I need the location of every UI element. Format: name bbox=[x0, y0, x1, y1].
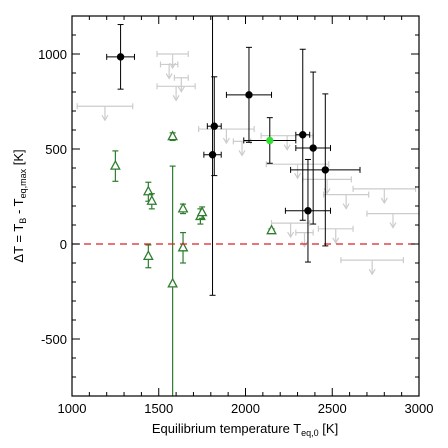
plot-frame bbox=[71, 15, 420, 397]
triangle-point bbox=[266, 224, 277, 235]
x-tick-label: 2000 bbox=[231, 401, 260, 416]
triangle-marker bbox=[167, 277, 179, 288]
point-marker bbox=[309, 144, 317, 152]
highlight-point bbox=[243, 117, 297, 164]
triangle-marker bbox=[146, 194, 158, 205]
upper-limit-arrow-head bbox=[389, 222, 397, 229]
upper-limit-arrow-head bbox=[294, 172, 302, 180]
upper-limit-arrow-head bbox=[287, 231, 295, 239]
y-axis-label: ΔT = TB - Teq,max [K] bbox=[11, 149, 28, 262]
point-marker bbox=[208, 150, 217, 159]
x-tick-label: 1000 bbox=[58, 401, 87, 416]
point-marker bbox=[321, 166, 330, 174]
point-marker bbox=[245, 91, 253, 99]
detection-point bbox=[295, 48, 311, 221]
upper-limit-point bbox=[270, 220, 311, 239]
detection-point bbox=[225, 46, 273, 143]
detection-point bbox=[206, 76, 222, 177]
upper-limit-point bbox=[159, 61, 179, 80]
point-marker bbox=[116, 53, 125, 61]
y-tick-label: 1000 bbox=[38, 47, 67, 62]
upper-limit-point bbox=[340, 257, 404, 276]
upper-limit-series bbox=[76, 51, 420, 276]
upper-limit-arrow-head bbox=[172, 94, 180, 102]
upper-limit-arrow-head bbox=[283, 144, 291, 151]
upper-limit-point bbox=[156, 51, 189, 70]
upper-limit-point bbox=[232, 138, 252, 157]
triangle-point bbox=[167, 130, 179, 142]
y-tick-label: 500 bbox=[45, 142, 67, 157]
triangle-marker bbox=[109, 159, 121, 170]
upper-limit-point bbox=[317, 225, 354, 244]
triangle-marker bbox=[167, 130, 179, 141]
y-axis-label-sub2: eq,max bbox=[18, 168, 28, 198]
plot-border bbox=[71, 15, 420, 397]
upper-limit-arrow-head bbox=[300, 241, 309, 248]
upper-limit-point bbox=[198, 126, 255, 145]
x-tick-label: 1500 bbox=[144, 401, 173, 416]
y-axis-label-sub1: B bbox=[18, 218, 28, 224]
triangle-marker bbox=[196, 206, 208, 217]
upper-limit-point bbox=[76, 103, 134, 122]
triangle-point bbox=[146, 193, 158, 210]
x-axis-label-unit: [K] bbox=[319, 421, 339, 436]
detection-point bbox=[106, 24, 135, 90]
triangle-point bbox=[196, 206, 208, 219]
detection-point bbox=[284, 158, 332, 263]
triangle-marker bbox=[266, 224, 277, 235]
y-axis-label-unit: [K] bbox=[11, 149, 26, 169]
upper-limit-arrow-head bbox=[222, 137, 230, 145]
point-marker bbox=[304, 207, 312, 215]
upper-limit-arrow-head bbox=[332, 237, 340, 244]
x-tick-label: 2500 bbox=[318, 401, 347, 416]
x-axis-label-main: Equilibrium temperature T bbox=[152, 421, 301, 436]
triangle-point bbox=[167, 165, 179, 396]
upper-limit-arrow-head bbox=[177, 86, 185, 93]
triangle-point bbox=[109, 150, 121, 182]
upper-limit-point bbox=[322, 191, 370, 210]
upper-limit-arrow-head bbox=[342, 203, 350, 210]
axis-ticks: 1000 1500 2000 2500 3000 -500 0 500 1000 bbox=[38, 15, 434, 416]
detection-point bbox=[203, 15, 222, 296]
upper-limit-arrow-head bbox=[101, 114, 109, 122]
upper-limit-point bbox=[302, 176, 352, 195]
triangle-point bbox=[177, 232, 189, 264]
y-axis-label-main: ΔT = T bbox=[11, 224, 26, 263]
triangle-point bbox=[142, 181, 154, 202]
triangle-marker bbox=[177, 241, 189, 252]
upper-limit-point bbox=[265, 161, 330, 180]
upper-limit-point bbox=[173, 74, 189, 93]
x-axis-label-subscript: eq,0 bbox=[301, 428, 319, 438]
triangle-marker bbox=[142, 249, 154, 260]
detection-point bbox=[290, 93, 361, 247]
triangle-point bbox=[177, 202, 189, 215]
point-marker bbox=[210, 122, 218, 130]
detection-point bbox=[295, 71, 332, 225]
upper-limit-arrow-head bbox=[380, 197, 388, 205]
upper-limit-arrow-head bbox=[238, 150, 246, 157]
detection-series bbox=[106, 15, 361, 296]
triangle-marker bbox=[177, 202, 189, 213]
upper-limit-arrow-head bbox=[368, 268, 376, 276]
upper-limit-point bbox=[366, 210, 420, 229]
y-axis-label-mid: - T bbox=[11, 198, 26, 217]
upper-limit-point bbox=[156, 83, 196, 102]
point-marker bbox=[299, 131, 307, 139]
upper-limit-arrow-head bbox=[165, 73, 173, 80]
triangle-series bbox=[109, 130, 277, 396]
x-tick-label: 3000 bbox=[405, 401, 434, 416]
y-tick-label: -500 bbox=[41, 332, 67, 347]
y-tick-label: 0 bbox=[60, 237, 67, 252]
point-marker bbox=[266, 136, 274, 145]
triangle-marker bbox=[142, 185, 154, 196]
x-axis-label: Equilibrium temperature Teq,0 [K] bbox=[152, 421, 338, 438]
triangle-point bbox=[142, 244, 154, 269]
